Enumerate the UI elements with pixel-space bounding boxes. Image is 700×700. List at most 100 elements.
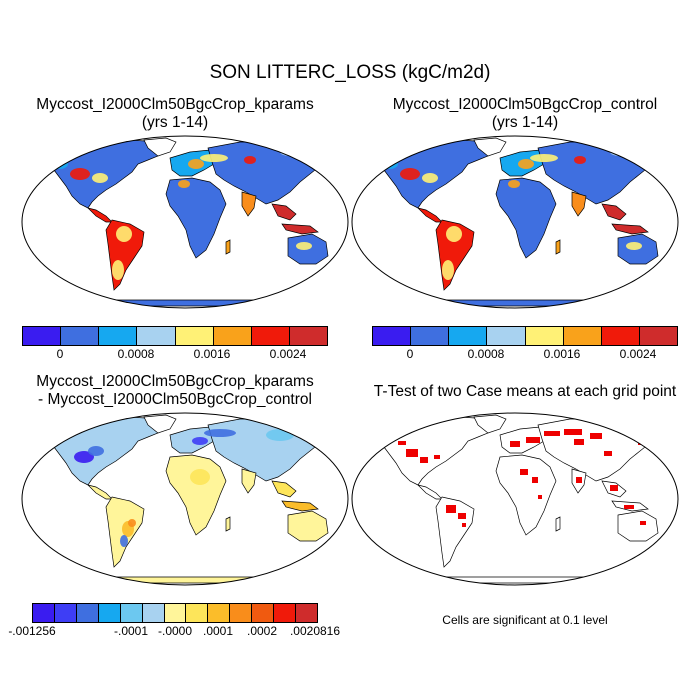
colorbar-box bbox=[373, 327, 412, 345]
colorbar-control bbox=[372, 326, 678, 346]
data-patch bbox=[112, 260, 124, 280]
colorbar-box bbox=[33, 604, 55, 622]
significant-cells bbox=[564, 429, 582, 435]
map-border bbox=[21, 135, 349, 309]
colorbar-box bbox=[61, 327, 100, 345]
colorbar-control-label: 0.0008 bbox=[467, 347, 505, 361]
colorbar-box bbox=[639, 327, 677, 345]
colorbar-box bbox=[175, 327, 214, 345]
data-patch bbox=[92, 173, 108, 183]
panel1-title-line2: (yrs 1-14) bbox=[141, 114, 209, 131]
landmass-greenland bbox=[473, 414, 507, 434]
data-patch bbox=[188, 159, 204, 169]
data-patch bbox=[530, 154, 558, 162]
map-panel-kparams bbox=[21, 135, 349, 309]
significant-cells bbox=[520, 469, 528, 475]
data-patch bbox=[116, 226, 132, 242]
colorbar-box bbox=[120, 604, 143, 622]
data-patch bbox=[244, 156, 256, 164]
panel2-title-line1: Myccost_I2000Clm50BgcCrop_control bbox=[392, 96, 658, 113]
landmass-africa bbox=[495, 454, 557, 536]
landmass-newZealand bbox=[661, 536, 669, 550]
colorbar-box bbox=[23, 327, 62, 345]
landmass-newZealand bbox=[331, 259, 339, 273]
landmass-seAsia bbox=[601, 203, 627, 221]
data-patch bbox=[266, 429, 294, 441]
data-patch bbox=[574, 156, 586, 164]
map-border bbox=[351, 135, 679, 309]
significant-cells bbox=[574, 439, 584, 445]
colorbar-difference-label: -.0001 bbox=[113, 624, 149, 638]
landmass-africa bbox=[495, 177, 557, 259]
landmass-madagascar bbox=[225, 516, 231, 532]
landmass-indonesia bbox=[611, 223, 649, 235]
landmass-madagascar bbox=[555, 239, 561, 255]
landmass-antarctica bbox=[361, 576, 669, 584]
significant-cells bbox=[640, 521, 646, 525]
colorbar-box bbox=[98, 604, 121, 622]
map-panel-ttest bbox=[351, 412, 679, 586]
significance-note: Cells are significant at 0.1 level bbox=[442, 613, 608, 627]
colorbar-box bbox=[251, 327, 290, 345]
significant-cells bbox=[398, 441, 406, 445]
data-patch bbox=[518, 159, 534, 169]
map-border bbox=[21, 412, 349, 586]
data-patch bbox=[400, 168, 420, 180]
colorbar-difference bbox=[32, 603, 318, 623]
significant-cells bbox=[458, 513, 466, 519]
landmass-antarctica bbox=[31, 576, 339, 584]
significant-cells bbox=[420, 457, 428, 463]
landmass-africa bbox=[165, 177, 227, 259]
data-patch bbox=[422, 173, 438, 183]
colorbar-box bbox=[230, 604, 253, 622]
landmass-newZealand bbox=[661, 259, 669, 273]
colorbar-box bbox=[186, 604, 209, 622]
significant-cells bbox=[446, 505, 456, 513]
panel3-title-line2: - Myccost_I2000Clm50BgcCrop_control bbox=[38, 391, 312, 408]
data-patch bbox=[190, 469, 210, 485]
colorbar-difference-label: .0001 bbox=[202, 624, 234, 638]
data-patch bbox=[70, 168, 90, 180]
landmass-greenland bbox=[143, 414, 177, 434]
panel3-title-line1: Myccost_I2000Clm50BgcCrop_kparams bbox=[36, 373, 314, 390]
landmass-india bbox=[241, 191, 257, 217]
data-patch bbox=[280, 148, 300, 156]
colorbar-kparams-label: 0 bbox=[56, 347, 64, 361]
significant-cells bbox=[532, 477, 538, 483]
map-panel-difference bbox=[21, 412, 349, 586]
colorbar-box bbox=[54, 604, 77, 622]
panel1-title-line1: Myccost_I2000Clm50BgcCrop_kparams bbox=[36, 96, 314, 113]
data-patch bbox=[74, 451, 94, 463]
significant-cells bbox=[526, 437, 540, 443]
landmass-australia bbox=[617, 510, 659, 542]
significant-cells bbox=[590, 433, 602, 439]
landmass-africa bbox=[165, 454, 227, 536]
colorbar-box bbox=[208, 604, 231, 622]
colorbar-box bbox=[601, 327, 640, 345]
landmass-seAsia bbox=[271, 203, 297, 221]
colorbar-kparams-label: 0.0024 bbox=[269, 347, 307, 361]
colorbar-box bbox=[449, 327, 488, 345]
landmass-india bbox=[571, 191, 587, 217]
colorbar-difference-label: -.001256 bbox=[8, 624, 56, 638]
colorbar-control-label: 0.0024 bbox=[619, 347, 657, 361]
colorbar-box bbox=[487, 327, 526, 345]
colorbar-box bbox=[296, 604, 317, 622]
data-patch bbox=[192, 437, 208, 445]
colorbar-box bbox=[137, 327, 176, 345]
significant-cells bbox=[576, 477, 582, 483]
map-panel-control bbox=[351, 135, 679, 309]
landmass-greenland bbox=[473, 137, 507, 157]
data-patch bbox=[626, 242, 642, 250]
colorbar-box bbox=[411, 327, 450, 345]
data-patch bbox=[442, 260, 454, 280]
colorbar-box bbox=[76, 604, 99, 622]
colorbar-difference-label: .0020816 bbox=[289, 624, 341, 638]
significant-cells bbox=[434, 455, 440, 459]
data-patch bbox=[508, 180, 520, 188]
landmass-greenland bbox=[143, 137, 177, 157]
significant-cells bbox=[624, 505, 634, 509]
colorbar-box bbox=[164, 604, 187, 622]
data-patch bbox=[204, 429, 236, 437]
data-patch bbox=[200, 154, 228, 162]
